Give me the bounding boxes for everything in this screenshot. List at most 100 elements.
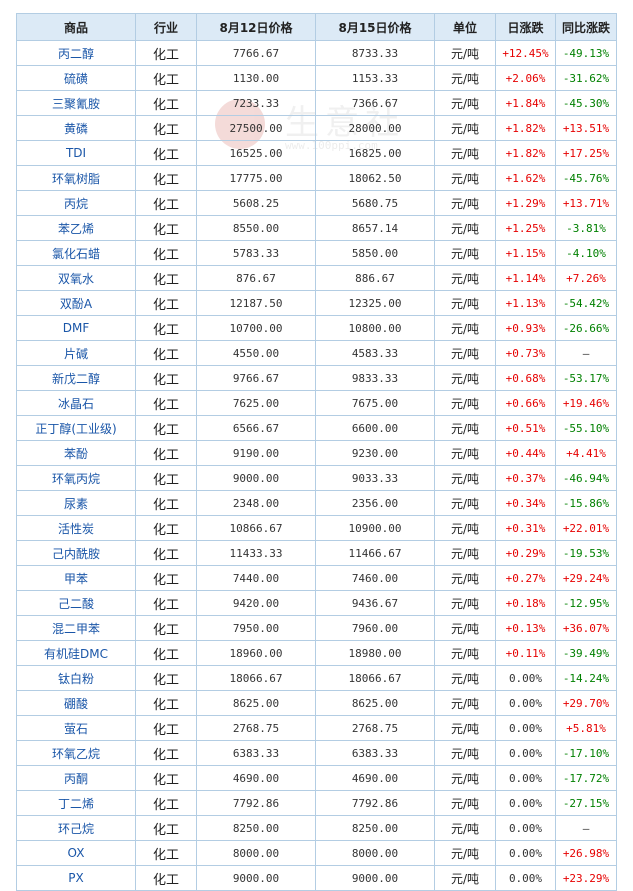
- product-name[interactable]: 新戊二醇: [16, 365, 136, 391]
- table-row: 活性炭 化工 10866.67 10900.00 元/吨 +0.31% +22.01%: [16, 515, 617, 541]
- price-aug15: 7960.00: [315, 615, 435, 641]
- industry-cell: 化工: [135, 590, 197, 616]
- product-name[interactable]: 丙烷: [16, 190, 136, 216]
- price-aug12: 10700.00: [196, 315, 316, 341]
- yoy-change: +22.01%: [555, 515, 617, 541]
- table-row: 氯化石蜡 化工 5783.33 5850.00 元/吨 +1.15% -4.10%: [16, 240, 617, 266]
- yoy-change: -45.76%: [555, 165, 617, 191]
- table-row: 三聚氰胺 化工 7233.33 7366.67 元/吨 +1.84% -45.30%: [16, 90, 617, 116]
- price-aug12: 876.67: [196, 265, 316, 291]
- industry-cell: 化工: [135, 815, 197, 841]
- product-name[interactable]: 正丁醇(工业级): [16, 415, 136, 441]
- industry-cell: 化工: [135, 190, 197, 216]
- product-name[interactable]: PX: [16, 865, 136, 891]
- price-aug15: 7792.86: [315, 790, 435, 816]
- daily-change: +0.34%: [495, 490, 556, 516]
- unit-cell: 元/吨: [434, 315, 496, 341]
- header-industry: 行业: [135, 13, 197, 41]
- daily-change: 0.00%: [495, 790, 556, 816]
- industry-cell: 化工: [135, 265, 197, 291]
- unit-cell: 元/吨: [434, 790, 496, 816]
- product-name[interactable]: 丙二醇: [16, 40, 136, 66]
- yoy-change: -45.30%: [555, 90, 617, 116]
- product-name[interactable]: 有机硅DMC: [16, 640, 136, 666]
- header-daily-change: 日涨跌: [495, 13, 556, 41]
- product-name[interactable]: 活性炭: [16, 515, 136, 541]
- daily-change: +0.44%: [495, 440, 556, 466]
- product-name[interactable]: 环己烷: [16, 815, 136, 841]
- industry-cell: 化工: [135, 690, 197, 716]
- daily-change: +0.73%: [495, 340, 556, 366]
- product-name[interactable]: 环氧乙烷: [16, 740, 136, 766]
- product-name[interactable]: 环氧丙烷: [16, 465, 136, 491]
- product-name[interactable]: 己内酰胺: [16, 540, 136, 566]
- product-name[interactable]: 氯化石蜡: [16, 240, 136, 266]
- price-aug15: 18066.67: [315, 665, 435, 691]
- yoy-change: +29.70%: [555, 690, 617, 716]
- product-name[interactable]: 黄磷: [16, 115, 136, 141]
- table-row: 环己烷 化工 8250.00 8250.00 元/吨 0.00% —: [16, 815, 617, 841]
- unit-cell: 元/吨: [434, 340, 496, 366]
- product-name[interactable]: TDI: [16, 140, 136, 166]
- yoy-change: -17.72%: [555, 765, 617, 791]
- product-name[interactable]: 双酚A: [16, 290, 136, 316]
- product-name[interactable]: 混二甲苯: [16, 615, 136, 641]
- price-aug15: 16825.00: [315, 140, 435, 166]
- product-name[interactable]: 苯酚: [16, 440, 136, 466]
- header-product: 商品: [16, 13, 136, 41]
- unit-cell: 元/吨: [434, 65, 496, 91]
- daily-change: +0.13%: [495, 615, 556, 641]
- yoy-change: —: [555, 815, 617, 841]
- product-name[interactable]: 环氧树脂: [16, 165, 136, 191]
- industry-cell: 化工: [135, 340, 197, 366]
- product-name[interactable]: 苯乙烯: [16, 215, 136, 241]
- daily-change: 0.00%: [495, 815, 556, 841]
- price-aug12: 16525.00: [196, 140, 316, 166]
- product-name[interactable]: 丙酮: [16, 765, 136, 791]
- product-name[interactable]: 三聚氰胺: [16, 90, 136, 116]
- header-unit: 单位: [434, 13, 496, 41]
- price-aug15: 9230.00: [315, 440, 435, 466]
- daily-change: 0.00%: [495, 740, 556, 766]
- unit-cell: 元/吨: [434, 690, 496, 716]
- product-name[interactable]: 丁二烯: [16, 790, 136, 816]
- price-aug15: 8625.00: [315, 690, 435, 716]
- product-name[interactable]: 钛白粉: [16, 665, 136, 691]
- unit-cell: 元/吨: [434, 540, 496, 566]
- price-aug12: 7792.86: [196, 790, 316, 816]
- table-row: 丁二烯 化工 7792.86 7792.86 元/吨 0.00% -27.15%: [16, 790, 617, 816]
- yoy-change: —: [555, 340, 617, 366]
- price-aug15: 2768.75: [315, 715, 435, 741]
- unit-cell: 元/吨: [434, 515, 496, 541]
- product-name[interactable]: 萤石: [16, 715, 136, 741]
- product-name[interactable]: 片碱: [16, 340, 136, 366]
- price-aug12: 4550.00: [196, 340, 316, 366]
- industry-cell: 化工: [135, 665, 197, 691]
- table-row: 硼酸 化工 8625.00 8625.00 元/吨 0.00% +29.70%: [16, 690, 617, 716]
- product-name[interactable]: 冰晶石: [16, 390, 136, 416]
- price-aug15: 11466.67: [315, 540, 435, 566]
- unit-cell: 元/吨: [434, 390, 496, 416]
- table-row: 丙烷 化工 5608.25 5680.75 元/吨 +1.29% +13.71%: [16, 190, 617, 216]
- product-name[interactable]: 硼酸: [16, 690, 136, 716]
- price-aug15: 9833.33: [315, 365, 435, 391]
- industry-cell: 化工: [135, 215, 197, 241]
- daily-change: +0.27%: [495, 565, 556, 591]
- price-table: 商品 行业 8月12日价格 8月15日价格 单位 日涨跌 同比涨跌 丙二醇 化工 7…: [16, 13, 617, 891]
- table-row: 环氧乙烷 化工 6383.33 6383.33 元/吨 0.00% -17.10%: [16, 740, 617, 766]
- yoy-change: +26.98%: [555, 840, 617, 866]
- table-row: 冰晶石 化工 7625.00 7675.00 元/吨 +0.66% +19.46%: [16, 390, 617, 416]
- yoy-change: +5.81%: [555, 715, 617, 741]
- product-name[interactable]: DMF: [16, 315, 136, 341]
- product-name[interactable]: 尿素: [16, 490, 136, 516]
- product-name[interactable]: 己二酸: [16, 590, 136, 616]
- product-name[interactable]: 甲苯: [16, 565, 136, 591]
- product-name[interactable]: 硫磺: [16, 65, 136, 91]
- price-aug15: 1153.33: [315, 65, 435, 91]
- daily-change: +0.31%: [495, 515, 556, 541]
- product-name[interactable]: 双氧水: [16, 265, 136, 291]
- product-name[interactable]: OX: [16, 840, 136, 866]
- price-aug15: 6600.00: [315, 415, 435, 441]
- daily-change: +0.18%: [495, 590, 556, 616]
- table-row: 新戊二醇 化工 9766.67 9833.33 元/吨 +0.68% -53.17%: [16, 365, 617, 391]
